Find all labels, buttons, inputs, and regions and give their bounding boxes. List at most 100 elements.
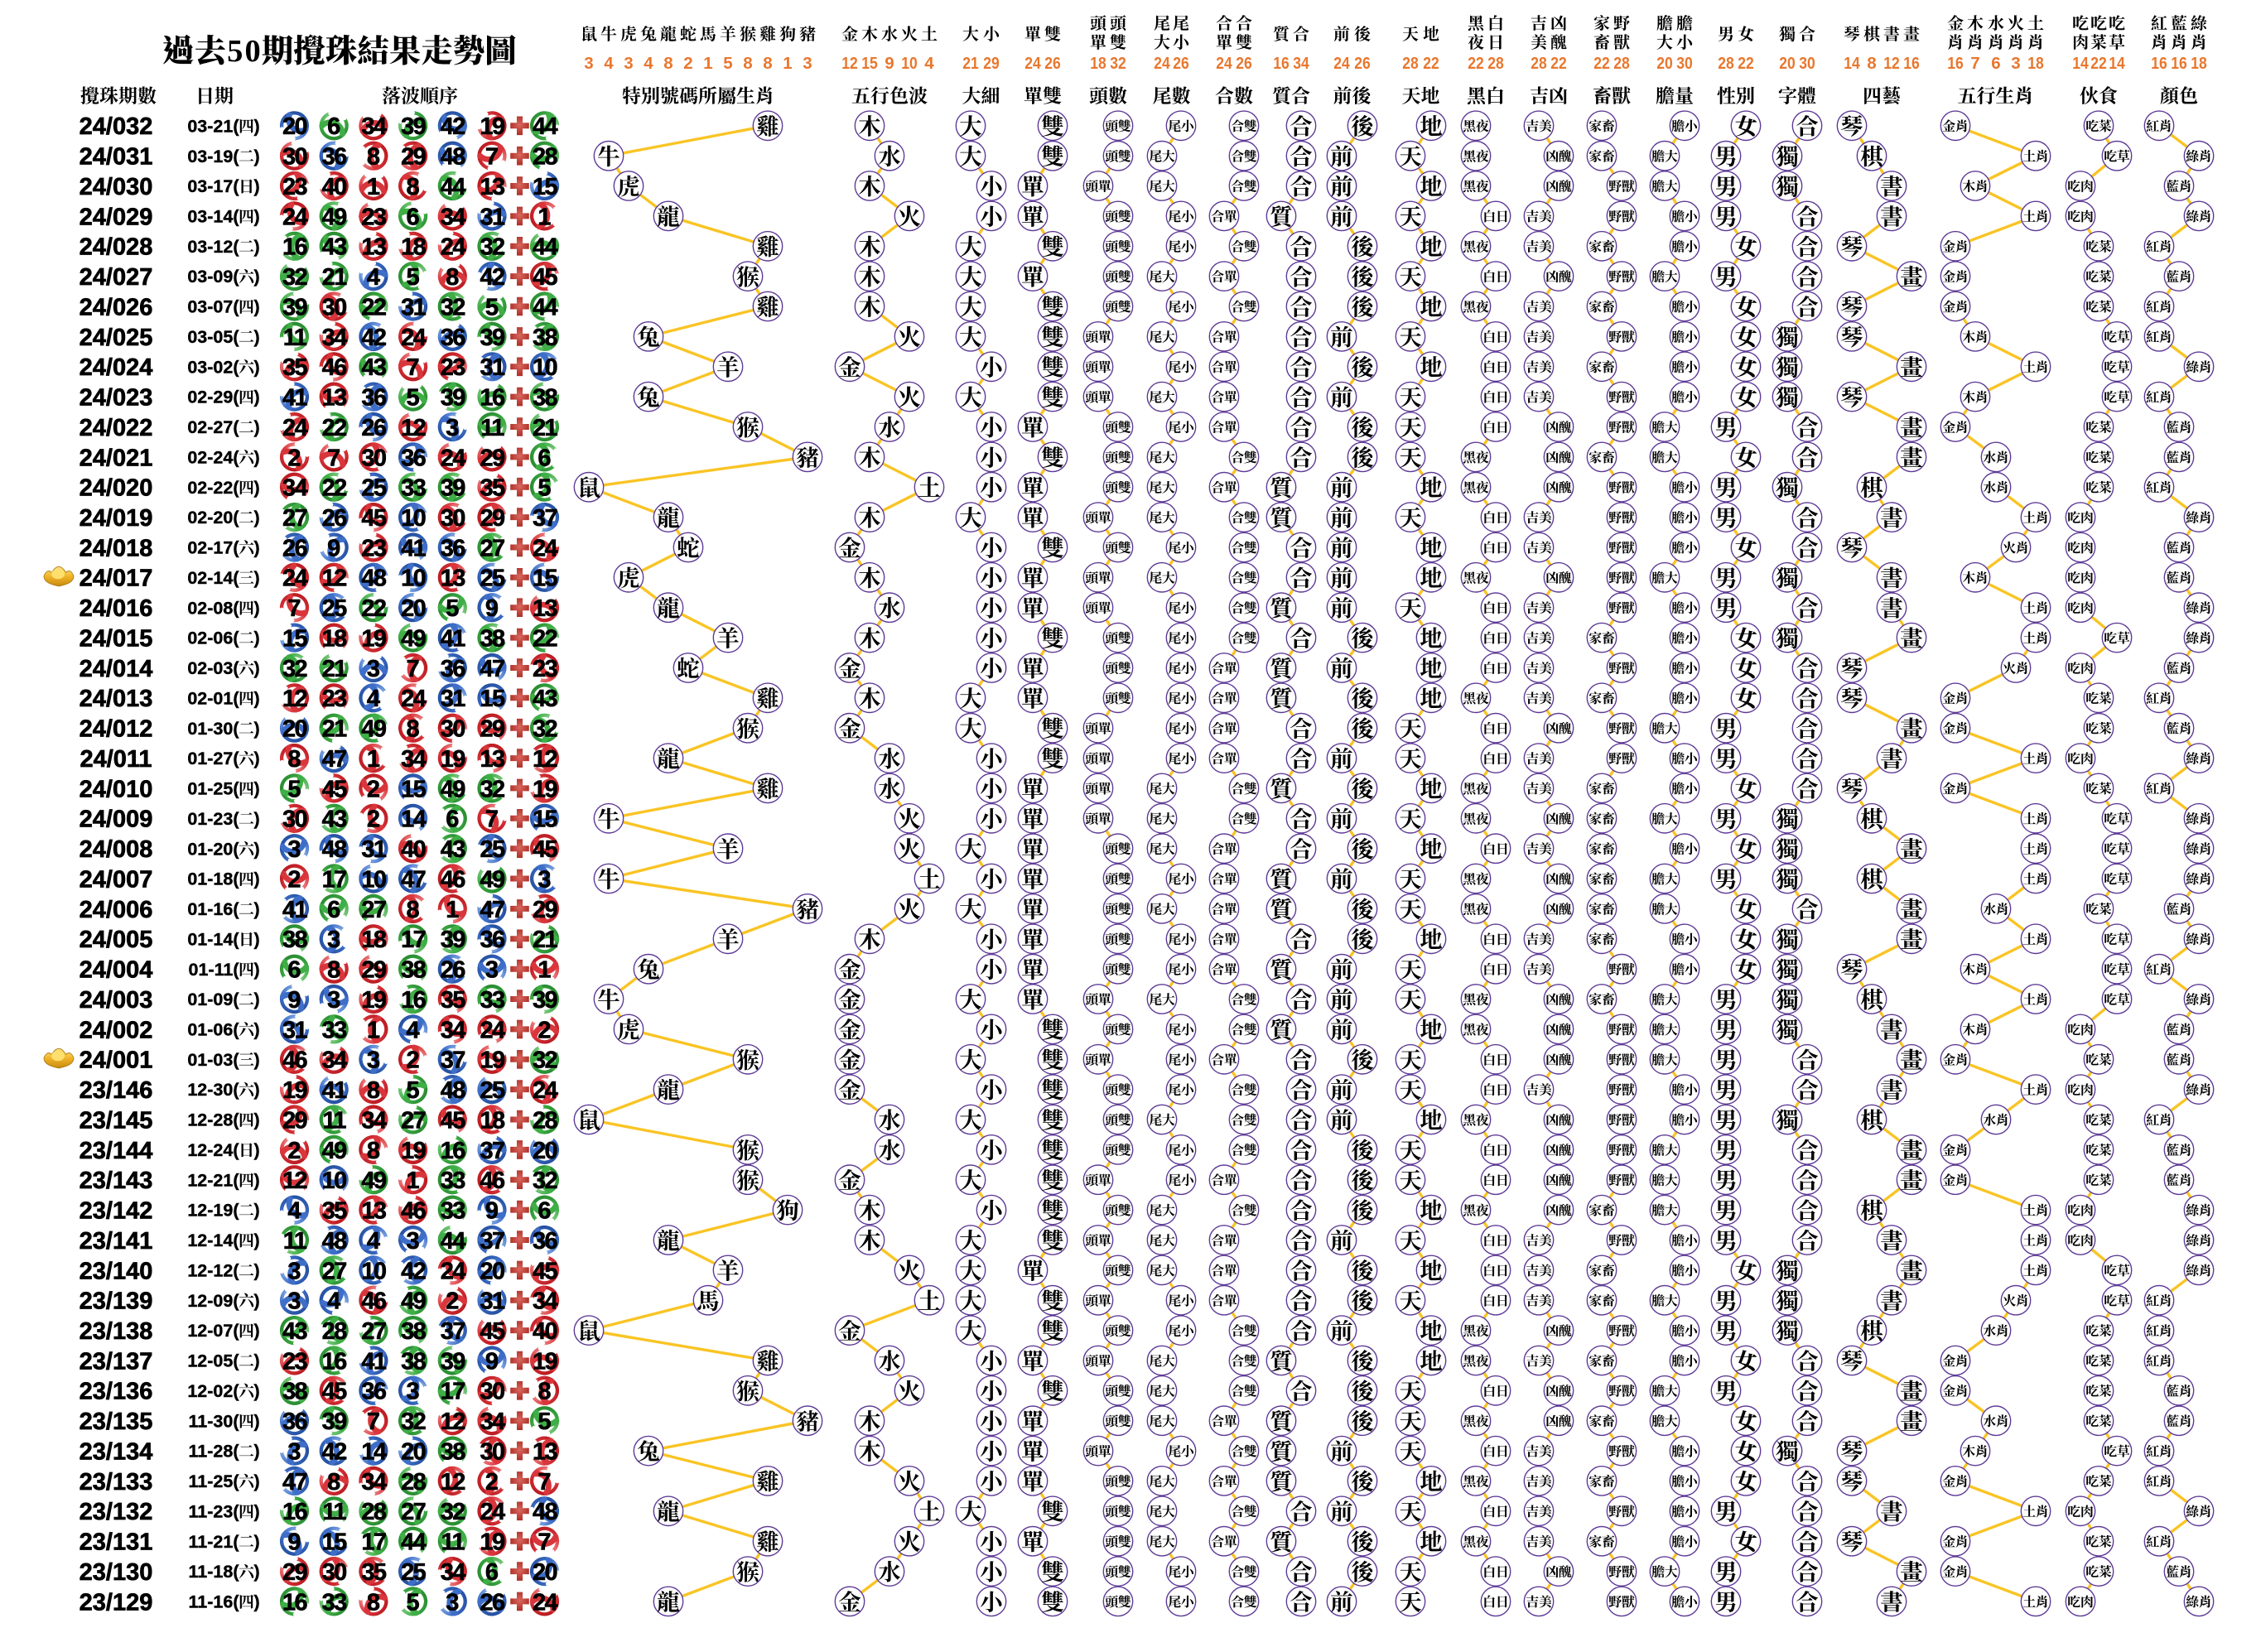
svg-text:43: 43 (282, 1318, 308, 1345)
svg-text:): ) (254, 990, 260, 1009)
svg-text:17: 17 (401, 927, 426, 953)
svg-text:7: 7 (407, 354, 420, 381)
svg-text:20: 20 (1779, 54, 1796, 73)
svg-text:19: 19 (282, 1077, 308, 1104)
svg-text:02-29(: 02-29( (187, 388, 239, 407)
svg-text:39: 39 (282, 294, 308, 320)
svg-text:13: 13 (361, 1198, 387, 1225)
svg-text:): ) (254, 749, 260, 768)
svg-text:): ) (254, 267, 260, 287)
svg-text:42: 42 (361, 325, 386, 351)
svg-text:): ) (254, 207, 260, 227)
svg-text:9: 9 (287, 987, 301, 1014)
svg-text:31: 31 (480, 354, 505, 381)
svg-text:15: 15 (282, 626, 308, 653)
svg-text:44: 44 (533, 294, 558, 320)
svg-text:11-30(: 11-30( (189, 1411, 240, 1431)
svg-text:16: 16 (401, 987, 427, 1014)
svg-text:45: 45 (533, 836, 558, 863)
svg-text:): ) (254, 1471, 260, 1491)
svg-text:4: 4 (287, 1198, 301, 1225)
svg-text:03-17(: 03-17( (187, 176, 239, 196)
svg-text:16: 16 (2151, 54, 2167, 73)
svg-text:): ) (254, 568, 260, 588)
svg-text:16: 16 (282, 1499, 308, 1525)
svg-text:03-12(: 03-12( (187, 237, 239, 257)
svg-text:19: 19 (533, 776, 558, 802)
svg-text:41: 41 (401, 535, 427, 561)
svg-text:8: 8 (446, 264, 459, 291)
svg-text:6: 6 (1991, 54, 2000, 73)
svg-text:0: 0 (244, 34, 260, 69)
svg-text:39: 39 (441, 385, 466, 412)
svg-text:44: 44 (533, 234, 558, 261)
svg-text:38: 38 (401, 957, 427, 984)
svg-text:19: 19 (441, 746, 466, 773)
svg-text:24: 24 (1216, 54, 1232, 73)
svg-text:6: 6 (538, 445, 551, 471)
svg-text:49: 49 (322, 1138, 348, 1164)
svg-text:47: 47 (282, 1469, 307, 1495)
svg-text:27: 27 (361, 1318, 386, 1345)
svg-text:5: 5 (407, 264, 420, 291)
svg-text:12: 12 (441, 1469, 465, 1495)
svg-text:30: 30 (1799, 54, 1815, 73)
svg-text:24/013: 24/013 (80, 686, 153, 712)
svg-text:02-17(: 02-17( (187, 538, 239, 558)
svg-text:02-20(: 02-20( (187, 508, 239, 527)
svg-text:29: 29 (401, 144, 427, 171)
svg-text:34: 34 (441, 204, 466, 230)
svg-text:23/145: 23/145 (80, 1107, 153, 1134)
svg-text:34: 34 (361, 113, 387, 140)
svg-text:49: 49 (322, 204, 348, 230)
svg-text:32: 32 (282, 264, 307, 291)
svg-text:12-19(: 12-19( (187, 1201, 239, 1221)
svg-text:11: 11 (480, 415, 504, 441)
svg-text:46: 46 (322, 354, 348, 381)
svg-text:3: 3 (287, 1288, 301, 1315)
svg-text:8: 8 (407, 716, 420, 743)
svg-text:): ) (254, 357, 260, 377)
svg-text:19: 19 (361, 626, 387, 653)
svg-text:1: 1 (367, 746, 380, 773)
svg-text:34: 34 (322, 325, 348, 351)
svg-text:12-12(: 12-12( (187, 1261, 239, 1281)
svg-text:25: 25 (480, 566, 505, 592)
svg-text:22: 22 (1550, 54, 1567, 73)
svg-text:26: 26 (322, 505, 348, 532)
svg-text:3: 3 (446, 415, 459, 441)
svg-text:): ) (254, 1351, 260, 1371)
svg-text:): ) (254, 779, 260, 799)
svg-text:5: 5 (227, 34, 243, 69)
svg-text:24/003: 24/003 (80, 987, 153, 1014)
svg-text:03-07(: 03-07( (187, 297, 239, 317)
svg-text:20: 20 (533, 1138, 557, 1164)
svg-text:12-02(: 12-02( (187, 1381, 239, 1401)
svg-text:22: 22 (1468, 54, 1484, 73)
svg-text:02-14(: 02-14( (187, 568, 239, 588)
svg-text:20: 20 (282, 716, 307, 743)
svg-text:48: 48 (441, 144, 466, 171)
svg-text:45: 45 (361, 505, 387, 532)
svg-text:12: 12 (841, 54, 858, 73)
svg-text:): ) (254, 478, 260, 498)
svg-text:2: 2 (287, 1138, 301, 1164)
svg-text:18: 18 (480, 1107, 505, 1134)
svg-text:10: 10 (361, 867, 386, 893)
svg-text:30: 30 (480, 1379, 504, 1405)
svg-text:36: 36 (401, 445, 427, 471)
svg-text:29: 29 (983, 54, 1000, 73)
svg-text:25: 25 (322, 595, 348, 622)
svg-text:4: 4 (644, 54, 653, 73)
svg-text:3: 3 (407, 1379, 420, 1405)
svg-text:43: 43 (441, 836, 466, 863)
svg-text:): ) (254, 629, 260, 648)
svg-text:02-03(: 02-03( (187, 658, 239, 678)
svg-text:48: 48 (533, 1499, 558, 1525)
svg-text:43: 43 (322, 807, 348, 833)
svg-text:12: 12 (282, 686, 307, 712)
svg-text:28: 28 (401, 1469, 427, 1495)
svg-text:28: 28 (322, 1318, 348, 1345)
svg-text:21: 21 (322, 716, 348, 743)
svg-text:22: 22 (361, 595, 386, 622)
